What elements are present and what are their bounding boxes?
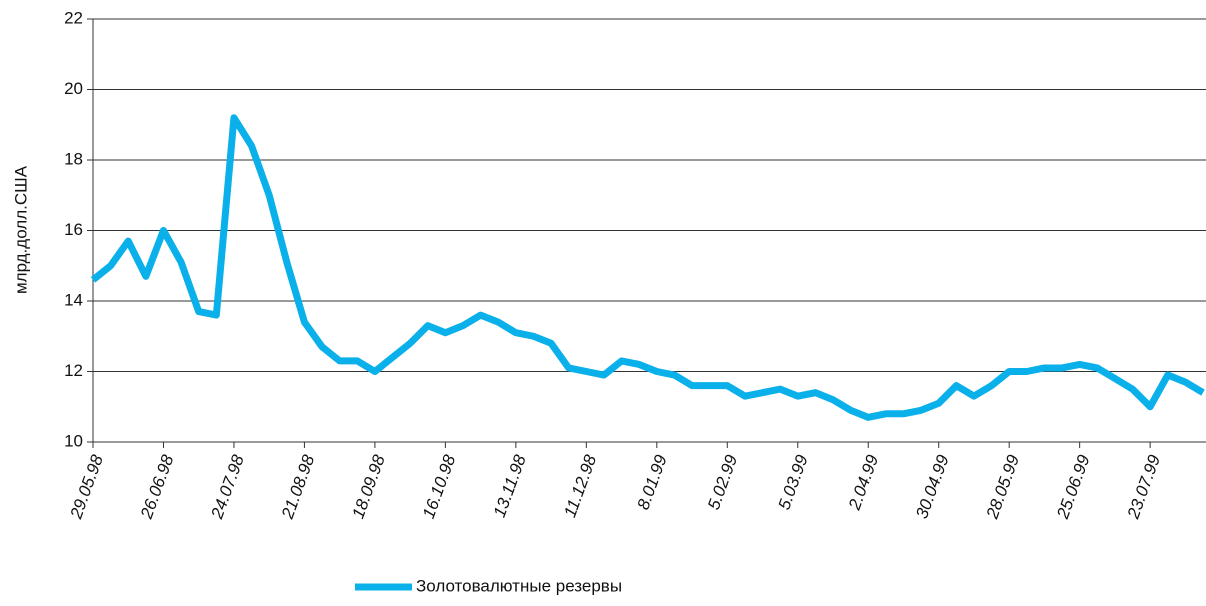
y-tick-label: 22	[64, 8, 83, 27]
x-tick-label: 5.02.99	[704, 452, 741, 512]
x-tick-label: 26.06.98	[137, 452, 178, 522]
x-tick-label: 8.01.99	[634, 452, 671, 512]
y-tick-label: 20	[64, 79, 83, 98]
x-tick-label: 25.06.99	[1053, 452, 1094, 522]
x-tick-label: 24.07.98	[207, 452, 248, 522]
x-tick-label: 23.07.99	[1123, 452, 1164, 522]
data-line	[90, 114, 1205, 421]
x-tick-label: 5.03.99	[774, 452, 811, 512]
legend-label: Золотовалютные резервы	[416, 576, 622, 595]
x-tick-label: 16.10.98	[419, 452, 460, 521]
x-tick-label: 21.08.98	[278, 452, 319, 522]
y-tick-label: 16	[64, 220, 83, 239]
y-tick-label: 18	[64, 149, 83, 168]
y-tick-label: 10	[64, 431, 83, 450]
y-axis-label: млрд.долл.США	[11, 165, 30, 294]
x-tick-label: 2.04.99	[845, 452, 883, 513]
x-tick-label: 18.09.98	[348, 452, 389, 521]
x-tick-label: 30.04.99	[912, 452, 953, 521]
x-tick-label: 29.05.98	[66, 452, 107, 522]
y-tick-label: 14	[64, 290, 83, 309]
x-tick-label: 28.05.99	[982, 452, 1023, 522]
x-tick-label: 11.12.98	[560, 452, 600, 520]
y-tick-label: 12	[64, 361, 83, 380]
x-tick-label: 13.11.98	[490, 452, 530, 520]
